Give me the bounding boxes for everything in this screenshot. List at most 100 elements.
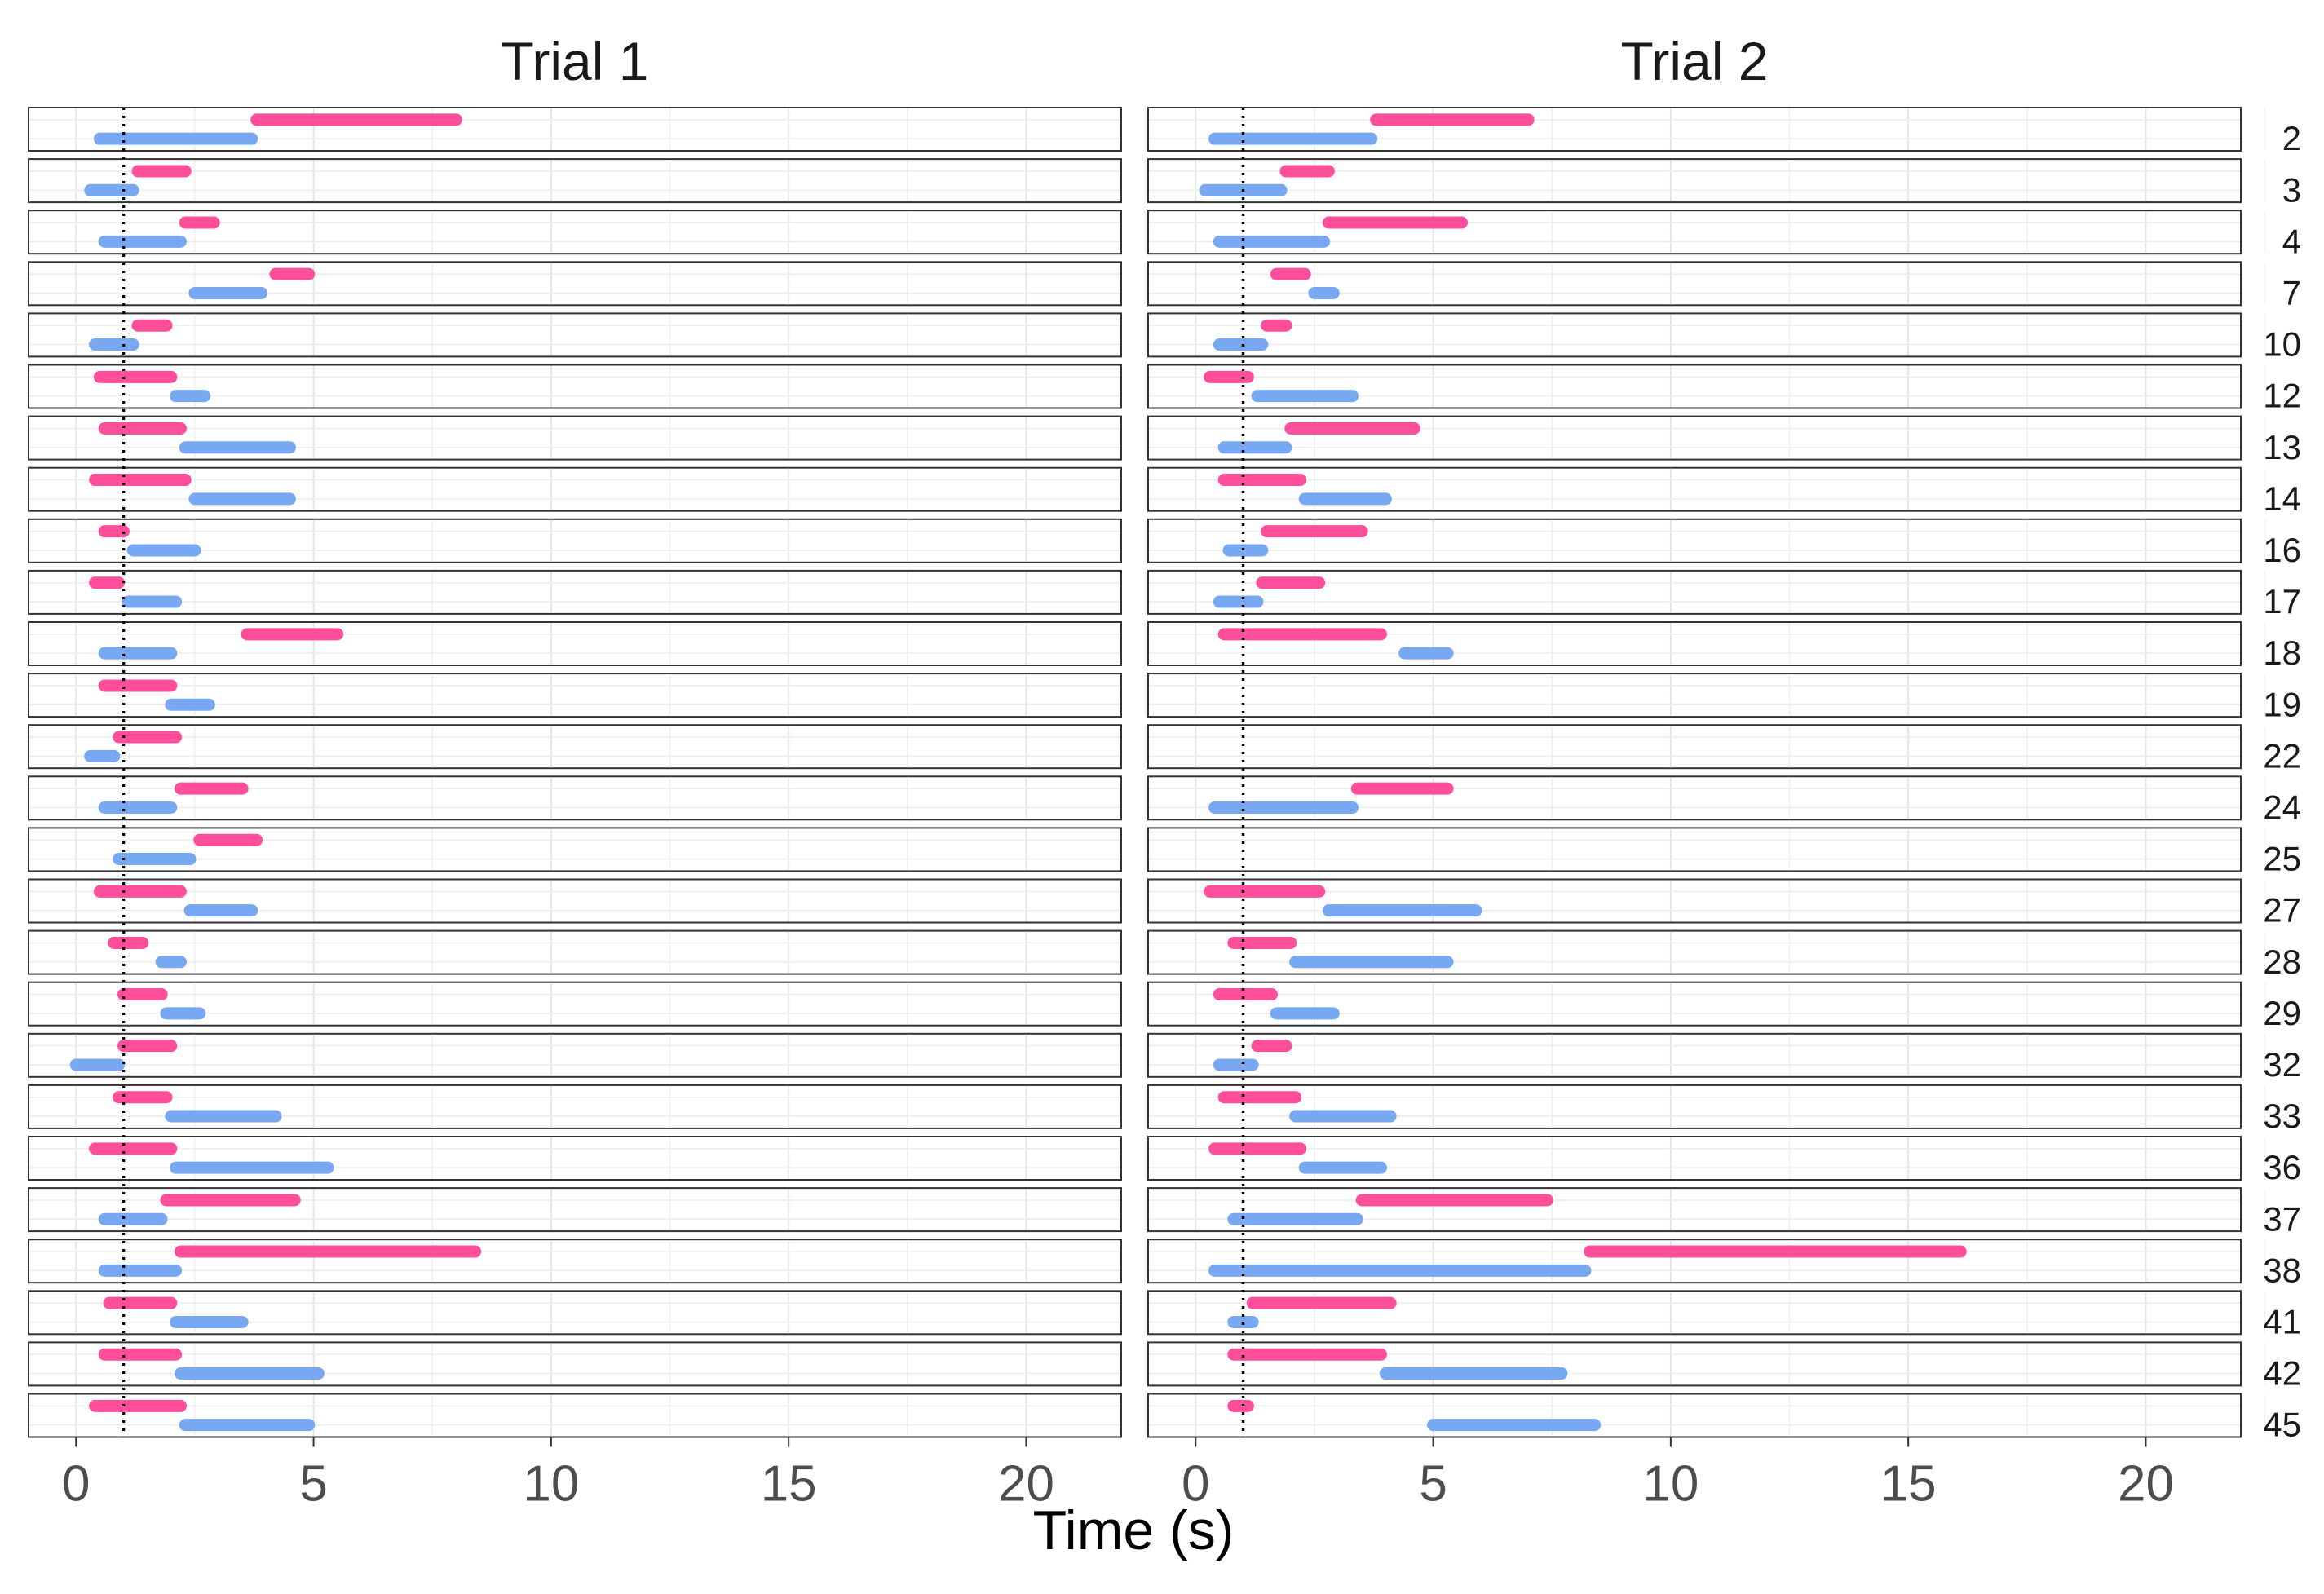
row-36 [28, 1136, 1146, 1181]
row-strip [28, 929, 1122, 975]
row-25 [28, 827, 1146, 872]
x-tick-label: 5 [1419, 1456, 1447, 1512]
row-strip [1147, 724, 2242, 770]
row-strip [1147, 1393, 2242, 1438]
row-strip [28, 518, 1122, 563]
row-strip [28, 364, 1122, 409]
row-strip [28, 158, 1122, 204]
row-7 [28, 261, 1146, 307]
row-24 [1147, 775, 2265, 821]
row-strip [1147, 827, 2242, 872]
row-28 [1147, 929, 2265, 975]
row-3 [1147, 158, 2265, 204]
row-42 [1147, 1341, 2265, 1387]
row-45 [28, 1393, 1146, 1438]
row-label: 36 [2263, 1148, 2301, 1186]
row-label: 10 [2263, 325, 2301, 364]
row-27 [1147, 878, 2265, 924]
row-strip [28, 981, 1122, 1027]
row-24 [28, 775, 1146, 821]
row-18 [1147, 621, 2265, 666]
row-38 [1147, 1239, 2265, 1284]
row-14 [28, 466, 1146, 512]
row-29 [1147, 981, 2265, 1027]
row-label: 25 [2263, 840, 2301, 878]
row-label: 18 [2263, 634, 2301, 672]
row-label: 42 [2263, 1354, 2301, 1393]
row-25 [1147, 827, 2265, 872]
x-tick-label: 10 [523, 1456, 579, 1512]
row-4 [1147, 210, 2265, 255]
row-strip [28, 621, 1122, 666]
row-32 [28, 1032, 1146, 1078]
row-label: 32 [2263, 1045, 2301, 1084]
row-label: 29 [2263, 994, 2301, 1032]
row-42 [28, 1341, 1146, 1387]
row-18 [28, 621, 1146, 666]
row-28 [28, 929, 1146, 975]
x-tick-label: 0 [1182, 1456, 1209, 1512]
row-17 [28, 569, 1146, 615]
row-45 [1147, 1393, 2265, 1438]
row-29 [28, 981, 1146, 1027]
row-strip [1147, 569, 2242, 615]
row-label: 33 [2263, 1097, 2301, 1135]
row-36 [1147, 1136, 2265, 1181]
row-strip [1147, 210, 2242, 255]
row-13 [28, 415, 1146, 461]
row-2 [1147, 107, 2265, 152]
row-13 [1147, 415, 2265, 461]
row-41 [28, 1290, 1146, 1336]
row-strip [1147, 1187, 2242, 1233]
row-label: 41 [2263, 1302, 2301, 1340]
row-19 [28, 673, 1146, 718]
row-strip [28, 724, 1122, 770]
row-label: 16 [2263, 531, 2301, 569]
row-16 [28, 518, 1146, 563]
row-41 [1147, 1290, 2265, 1336]
x-tick-label: 15 [761, 1456, 817, 1512]
row-label: 24 [2263, 788, 2301, 826]
row-label: 27 [2263, 891, 2301, 929]
panel-1: Trial 1 0 5 10 15 20 [28, 31, 1146, 1512]
row-37 [1147, 1187, 2265, 1233]
row-strip [28, 1032, 1122, 1078]
row-7 [1147, 261, 2265, 307]
row-16 [1147, 518, 2265, 563]
row-label: 17 [2263, 582, 2301, 620]
row-22 [28, 724, 1146, 770]
row-strip [28, 569, 1122, 615]
row-label: 2 [2282, 119, 2301, 157]
row-37 [28, 1187, 1146, 1233]
row-label: 22 [2263, 736, 2301, 775]
x-axis-title: Time (s) [1033, 1499, 1235, 1561]
row-4 [28, 210, 1146, 255]
x-tick-label: 10 [1642, 1456, 1699, 1512]
panel-title: Trial 2 [1621, 31, 1769, 91]
row-strip [1147, 312, 2242, 358]
row-label: 45 [2263, 1406, 2301, 1444]
row-10 [28, 312, 1146, 358]
row-12 [1147, 364, 2265, 409]
row-38 [28, 1239, 1146, 1284]
row-strip [1147, 1032, 2242, 1078]
row-27 [28, 878, 1146, 924]
row-label: 37 [2263, 1199, 2301, 1238]
row-12 [28, 364, 1146, 409]
x-tick-label: 20 [2118, 1456, 2174, 1512]
row-label: 12 [2263, 377, 2301, 415]
row-label: 3 [2282, 170, 2301, 209]
row-14 [1147, 466, 2265, 512]
x-tick-label: 5 [299, 1456, 327, 1512]
row-22 [1147, 724, 2265, 770]
row-33 [28, 1084, 1146, 1129]
row-label: 4 [2282, 222, 2301, 260]
row-33 [1147, 1084, 2265, 1129]
row-2 [28, 107, 1146, 152]
row-19 [1147, 673, 2265, 718]
row-3 [28, 158, 1146, 204]
row-label: 13 [2263, 428, 2301, 466]
row-strip [1147, 673, 2242, 718]
